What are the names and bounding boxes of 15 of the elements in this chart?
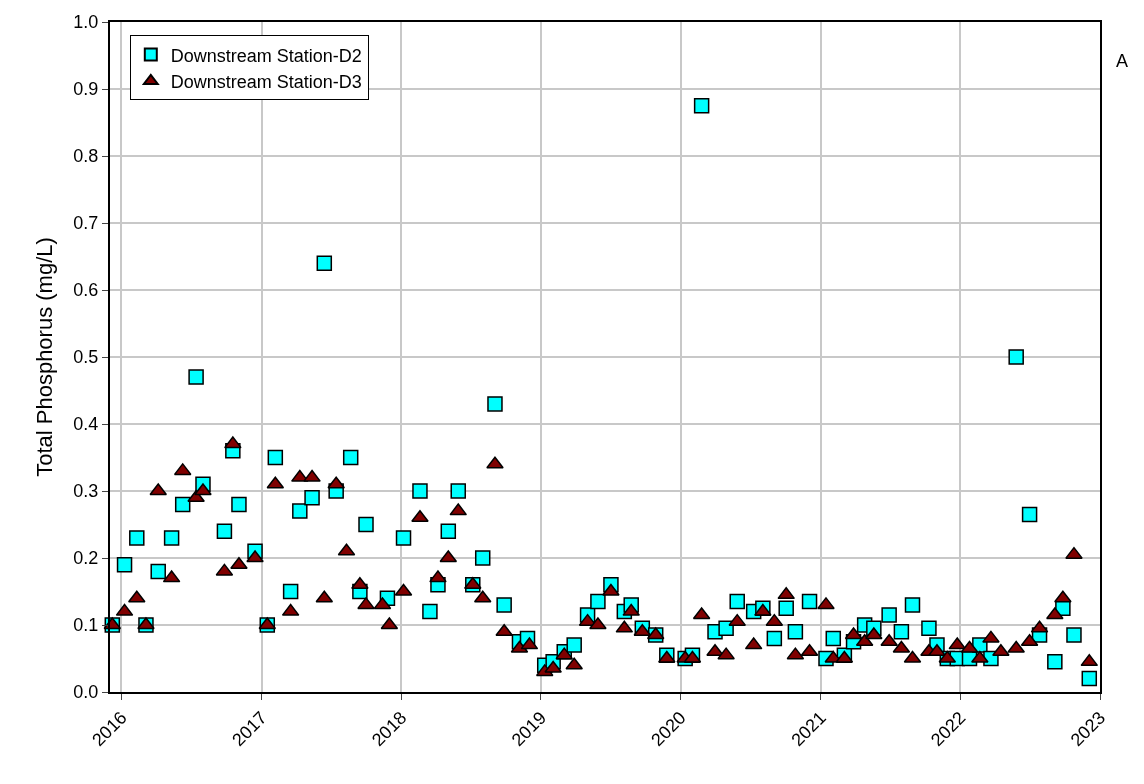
y-tick-label: 0.8: [73, 146, 99, 167]
y-tick-label: 0.9: [73, 79, 99, 100]
y-tick-label: 0.6: [73, 280, 99, 301]
y-tick-label: 0.2: [73, 548, 99, 569]
y-axis-title: Total Phosphorus (mg/L): [31, 237, 57, 477]
y-tick-label: 0.1: [73, 615, 99, 636]
y-tick-label: 0.3: [73, 481, 99, 502]
text: A: [1116, 51, 1129, 71]
y-tick-label: 0.7: [73, 213, 99, 234]
y-tick-label: 0.4: [73, 414, 99, 435]
legend-label: Downstream Station-D2: [170, 45, 362, 66]
y-tick-label: 0.5: [73, 347, 99, 368]
y-tick-label: 1.0: [73, 12, 99, 33]
y-tick-label: 0.0: [73, 682, 99, 703]
legend-label: Downstream Station-D3: [170, 72, 362, 93]
